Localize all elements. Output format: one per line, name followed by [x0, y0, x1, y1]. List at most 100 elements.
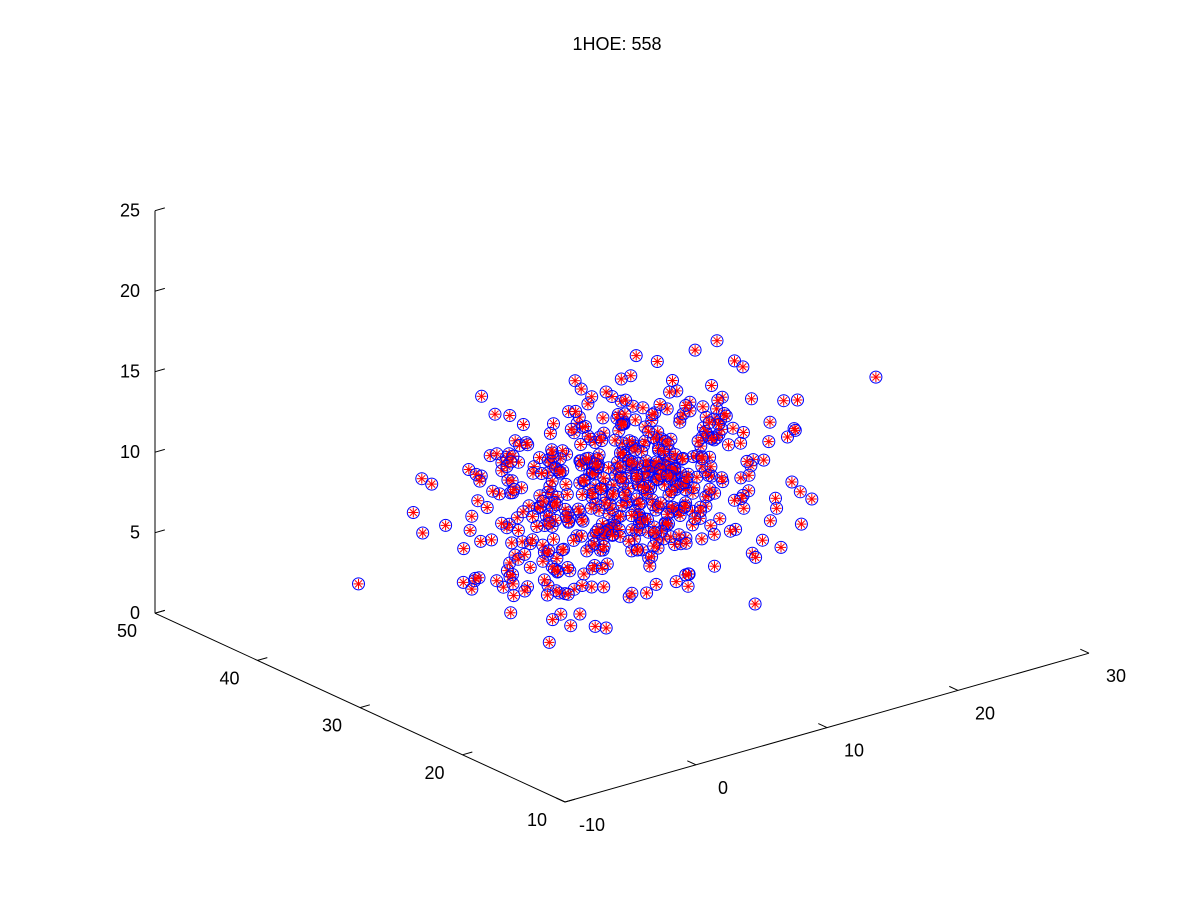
data-point: [742, 468, 756, 482]
data-point: [576, 514, 590, 528]
point-asterisk: [657, 527, 666, 536]
point-circle: [503, 409, 517, 422]
point-asterisk: [571, 376, 579, 385]
point-asterisk: [597, 484, 606, 493]
data-point: [633, 497, 647, 511]
point-asterisk: [510, 485, 518, 494]
data-point: [553, 465, 567, 479]
point-asterisk: [441, 521, 450, 530]
data-point: [493, 487, 506, 501]
point-asterisk: [713, 336, 721, 345]
point-circle: [734, 492, 748, 506]
point-circle: [576, 514, 590, 528]
point-asterisk: [653, 357, 662, 366]
point-asterisk: [717, 473, 726, 482]
point-asterisk: [590, 540, 599, 548]
data-point: [562, 405, 576, 419]
data-point: [597, 539, 611, 553]
data-point: [547, 532, 560, 546]
point-circle: [519, 436, 533, 450]
point-circle: [734, 436, 748, 450]
point-asterisk: [497, 519, 506, 528]
data-point: [505, 536, 519, 550]
point-circle: [495, 516, 509, 530]
point-asterisk: [616, 462, 625, 471]
point-asterisk: [659, 447, 668, 456]
point-circle: [560, 487, 574, 501]
data-point: [526, 533, 539, 547]
data-point: [416, 526, 430, 540]
point-asterisk: [747, 394, 756, 403]
data-point: [666, 500, 680, 514]
point-circle: [763, 415, 777, 429]
data-point: [495, 516, 509, 530]
point-circle: [673, 509, 687, 522]
data-point: [618, 407, 632, 421]
point-circle: [679, 536, 693, 550]
point-circle: [645, 550, 659, 564]
data-point: [722, 438, 735, 452]
point-asterisk: [691, 346, 699, 354]
data-point: [672, 528, 686, 542]
point-asterisk: [621, 410, 629, 418]
point-asterisk: [629, 402, 637, 411]
data-point: [774, 540, 788, 554]
point-circle: [636, 401, 650, 415]
point-asterisk: [697, 535, 706, 543]
data-point: [715, 471, 729, 485]
point-circle: [744, 459, 758, 473]
point-circle: [500, 460, 514, 473]
point-circle: [762, 435, 776, 449]
z-tick-label: 20: [120, 281, 140, 301]
point-circle: [568, 374, 582, 388]
data-point: [555, 543, 569, 557]
point-asterisk: [576, 440, 585, 449]
point-asterisk: [578, 490, 587, 499]
point-circle: [465, 509, 479, 523]
point-circle: [581, 397, 595, 411]
data-point: [763, 415, 777, 429]
data-point: [704, 460, 718, 474]
point-asterisk: [683, 473, 691, 482]
data-point: [737, 501, 751, 515]
data-point: [679, 399, 693, 412]
point-asterisk: [644, 482, 653, 491]
y-tick-label-mark: [257, 657, 268, 661]
point-asterisk: [653, 428, 662, 436]
data-point: [406, 506, 420, 519]
point-circle: [774, 540, 788, 554]
data-point: [625, 509, 639, 523]
point-asterisk: [647, 552, 656, 561]
point-circle: [618, 407, 632, 421]
point-circle: [553, 465, 567, 479]
point-asterisk: [617, 375, 626, 383]
data-point: [637, 481, 650, 494]
point-asterisk: [625, 537, 633, 546]
data-point: [645, 550, 659, 564]
point-circle: [559, 477, 573, 491]
data-point: [500, 521, 514, 535]
point-circle: [625, 455, 639, 469]
data-point: [664, 530, 678, 544]
data-point: [647, 525, 661, 539]
point-asterisk: [699, 402, 707, 411]
point-circle: [580, 544, 594, 558]
point-asterisk: [526, 563, 535, 572]
data-point: [569, 404, 583, 418]
point-asterisk: [564, 517, 573, 526]
point-circle: [695, 430, 709, 444]
point-asterisk: [722, 412, 731, 420]
point-circle: [415, 472, 429, 486]
point-asterisk: [514, 526, 523, 535]
data-point: [549, 513, 563, 527]
point-asterisk: [707, 381, 716, 390]
point-circle: [695, 532, 709, 546]
point-asterisk: [595, 450, 603, 459]
point-asterisk: [639, 403, 647, 412]
point-asterisk: [574, 505, 583, 513]
z-tick-mark: [154, 368, 165, 373]
point-asterisk: [539, 497, 548, 506]
point-asterisk: [569, 536, 578, 545]
point-asterisk: [730, 496, 739, 505]
